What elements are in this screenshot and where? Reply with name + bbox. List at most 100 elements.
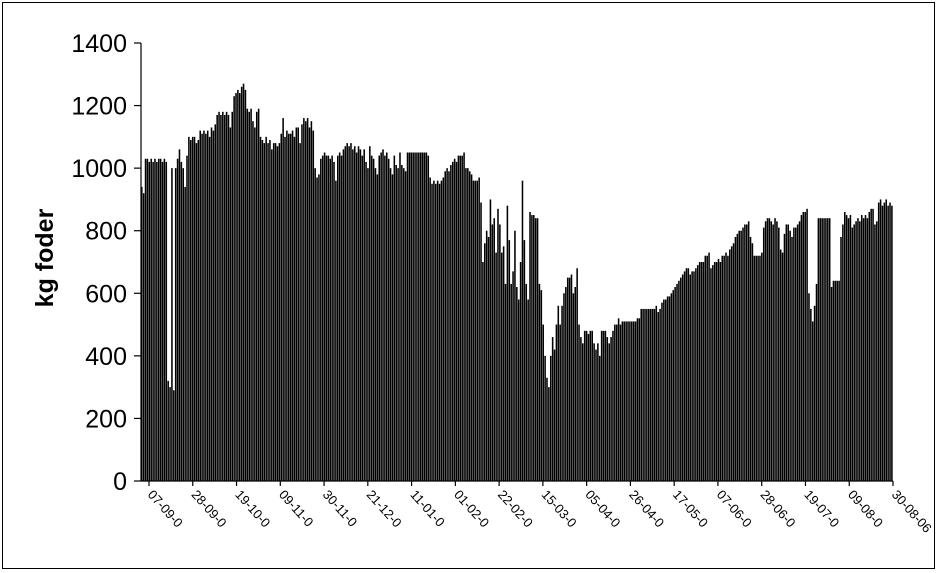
bar: [585, 330, 588, 481]
bar: [171, 168, 173, 481]
bar: [476, 180, 479, 481]
bar: [533, 215, 535, 481]
bar: [774, 218, 776, 481]
bar: [563, 293, 565, 481]
bar: [144, 158, 147, 481]
bar: [627, 321, 629, 481]
bar: [672, 290, 675, 481]
x-tick-label: 30-08-06: [889, 487, 935, 536]
bar: [406, 152, 409, 481]
bar: [404, 171, 407, 481]
bar: [621, 321, 624, 481]
bar: [297, 127, 299, 481]
bar: [747, 221, 750, 481]
x-tick-label: 07-06-0: [714, 487, 755, 530]
bar: [600, 330, 603, 481]
bar: [468, 171, 471, 481]
bar: [265, 136, 267, 482]
bar: [757, 255, 759, 481]
bar: [725, 252, 727, 481]
bar: [455, 161, 458, 481]
bar: [810, 308, 812, 481]
bar: [333, 161, 335, 481]
bar: [369, 146, 371, 482]
bar: [304, 121, 307, 482]
bar: [825, 218, 827, 481]
bar: [312, 130, 315, 481]
bar: [242, 83, 245, 482]
bar: [572, 293, 575, 481]
bar: [218, 111, 220, 481]
x-tick-label: 22-02-0: [495, 487, 536, 530]
bar: [154, 158, 156, 481]
bar: [321, 155, 324, 481]
bar: [870, 208, 872, 481]
bar: [736, 233, 739, 481]
bar: [551, 337, 554, 481]
bar: [184, 186, 186, 481]
bar: [544, 355, 546, 481]
bar: [732, 243, 735, 481]
bar: [448, 171, 450, 481]
bar: [872, 208, 874, 481]
y-tick-label: 1000: [71, 155, 127, 183]
bar: [142, 193, 145, 482]
bar: [461, 155, 463, 481]
bar: [173, 390, 175, 481]
bar: [595, 349, 597, 481]
bar: [619, 324, 622, 481]
bar: [465, 168, 467, 481]
bar: [514, 230, 516, 481]
y-tick-label: 400: [85, 343, 127, 371]
bar: [693, 271, 695, 481]
bar: [842, 224, 844, 481]
bar: [491, 224, 494, 481]
bar: [269, 139, 271, 482]
bar: [883, 202, 886, 481]
bar: [559, 324, 561, 481]
bar: [320, 158, 322, 481]
bar: [161, 161, 164, 481]
x-tick-label: 28-09-0: [189, 487, 230, 530]
bar: [291, 130, 294, 481]
bar: [591, 330, 593, 481]
bar: [227, 114, 230, 482]
bar: [759, 255, 761, 481]
bar: [206, 130, 209, 481]
bar: [661, 302, 663, 481]
bar: [306, 118, 309, 481]
bar: [201, 133, 203, 482]
bar: [156, 161, 158, 481]
bar: [666, 296, 669, 481]
bar: [597, 343, 599, 481]
x-tick-label: 05-04-0: [582, 487, 623, 530]
y-axis: 0 200 400 600 800 1000 1200 1400: [71, 30, 142, 496]
bar: [663, 299, 665, 481]
bar: [698, 262, 701, 481]
bar: [250, 108, 252, 481]
bar: [708, 252, 710, 481]
bar: [355, 152, 358, 481]
bar: [442, 177, 445, 481]
bar: [410, 152, 413, 481]
bar: [174, 168, 177, 481]
bar: [806, 208, 808, 481]
bar: [255, 111, 258, 481]
bar: [314, 168, 316, 481]
bar: [811, 321, 814, 481]
bar: [474, 180, 477, 481]
bar: [879, 199, 882, 481]
bar: [853, 224, 855, 481]
bar: [338, 152, 341, 481]
bar: [325, 155, 328, 481]
bar: [418, 152, 420, 481]
x-tick-label: 17-05-0: [670, 487, 711, 530]
bar: [778, 227, 780, 481]
bar: [857, 218, 859, 481]
bar: [844, 211, 846, 481]
bar: [293, 136, 296, 482]
bar: [606, 337, 609, 481]
bar: [499, 224, 501, 481]
bar: [263, 143, 266, 482]
bar: [278, 143, 281, 482]
